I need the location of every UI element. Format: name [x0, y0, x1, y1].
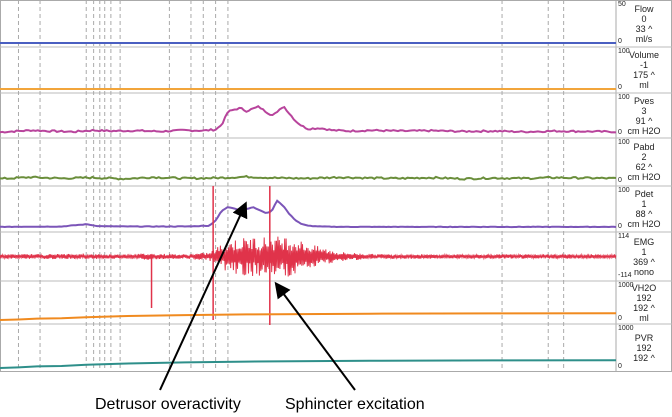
scale-bottom-label: 0 — [618, 38, 622, 45]
vh2o-trace — [0, 312, 617, 321]
scale-top-label: 100 — [618, 139, 630, 146]
channel-unit: ml — [639, 80, 649, 90]
channel-name: Pabd — [633, 142, 655, 152]
channel-unit: cm H2O — [627, 172, 661, 182]
channel-name: Pves — [633, 95, 654, 106]
channel-max: 33 ^ — [635, 23, 653, 34]
channel-value: -1 — [639, 60, 648, 70]
scale-top-label: 100 — [618, 48, 630, 55]
pabd-trace — [0, 174, 617, 181]
scale-bottom-label: -114 — [618, 272, 632, 279]
channel-value: 0 — [641, 13, 647, 24]
pves-trace — [0, 104, 617, 134]
emg-trace — [0, 236, 617, 277]
channel-max: 369 ^ — [633, 256, 655, 267]
scale-top-label: 100 — [618, 94, 630, 101]
channel-value: 192 — [636, 293, 652, 303]
channel-label-emg: EMG 1 369 ^ nono — [622, 237, 666, 277]
channel-max: 91 ^ — [635, 115, 653, 126]
channel-value: 2 — [641, 152, 647, 162]
channel-value: 1 — [641, 199, 647, 209]
pdet-trace — [0, 199, 617, 229]
annotation-arrow-detrusor — [159, 201, 248, 391]
channel-max: 192 ^ — [633, 353, 655, 363]
channel-name: Volume — [628, 50, 660, 60]
scale-bottom-label: 0 — [618, 129, 622, 136]
annotation-detrusor-overactivity: Detrusor overactivity — [95, 396, 241, 413]
channel-unit: ml — [639, 313, 649, 323]
channel-name: VH2O — [631, 283, 657, 293]
channel-unit: nono — [633, 266, 655, 277]
channel-max: 88 ^ — [635, 209, 653, 219]
channel-max: 62 ^ — [635, 162, 653, 172]
channel-value: 192 — [636, 343, 652, 353]
channel-label-flow: Flow 0 33 ^ ml/s — [622, 4, 666, 44]
scale-bottom-label: 0 — [618, 363, 622, 370]
scale-top-label: 1000 — [618, 325, 634, 332]
channel-max: 192 ^ — [633, 303, 655, 313]
annotation-arrow-sphincter — [274, 281, 356, 391]
channel-unit: cm H2O — [627, 125, 661, 136]
channel-label-vh2o: VH2O 192 192 ^ ml — [622, 283, 666, 323]
scale-top-label: 100 — [618, 187, 630, 194]
channel-max: 175 ^ — [633, 70, 655, 80]
channel-label-volume: Volume -1 175 ^ ml — [622, 50, 666, 90]
channel-name: Pdet — [634, 189, 654, 199]
channel-unit: ml/s — [635, 33, 653, 44]
channel-value: 3 — [641, 105, 647, 116]
channel-label-pdet: Pdet 1 88 ^ cm H2O — [622, 189, 666, 229]
channel-unit: cm H2O — [627, 219, 661, 229]
scale-bottom-label: 0 — [618, 177, 622, 184]
scale-bottom-label: 0 — [618, 315, 622, 322]
channel-name: EMG — [633, 236, 655, 247]
scale-top-label: 1000 — [618, 282, 634, 289]
channel-label-pves: Pves 3 91 ^ cm H2O — [622, 96, 666, 136]
scale-bottom-label: 0 — [618, 223, 622, 230]
scale-top-label: 50 — [618, 1, 626, 8]
scale-bottom-label: 0 — [618, 84, 622, 91]
channel-value: 1 — [641, 246, 647, 257]
channel-name: PVR — [634, 333, 654, 343]
channel-label-pabd: Pabd 2 62 ^ cm H2O — [622, 142, 666, 182]
pvr-trace — [0, 359, 617, 369]
scale-top-label: 114 — [618, 233, 630, 240]
channel-label-pvr: PVR 192 192 ^ — [622, 333, 666, 363]
channel-name: Flow — [634, 3, 654, 14]
annotation-sphincter-excitation: Sphincter excitation — [285, 396, 425, 413]
